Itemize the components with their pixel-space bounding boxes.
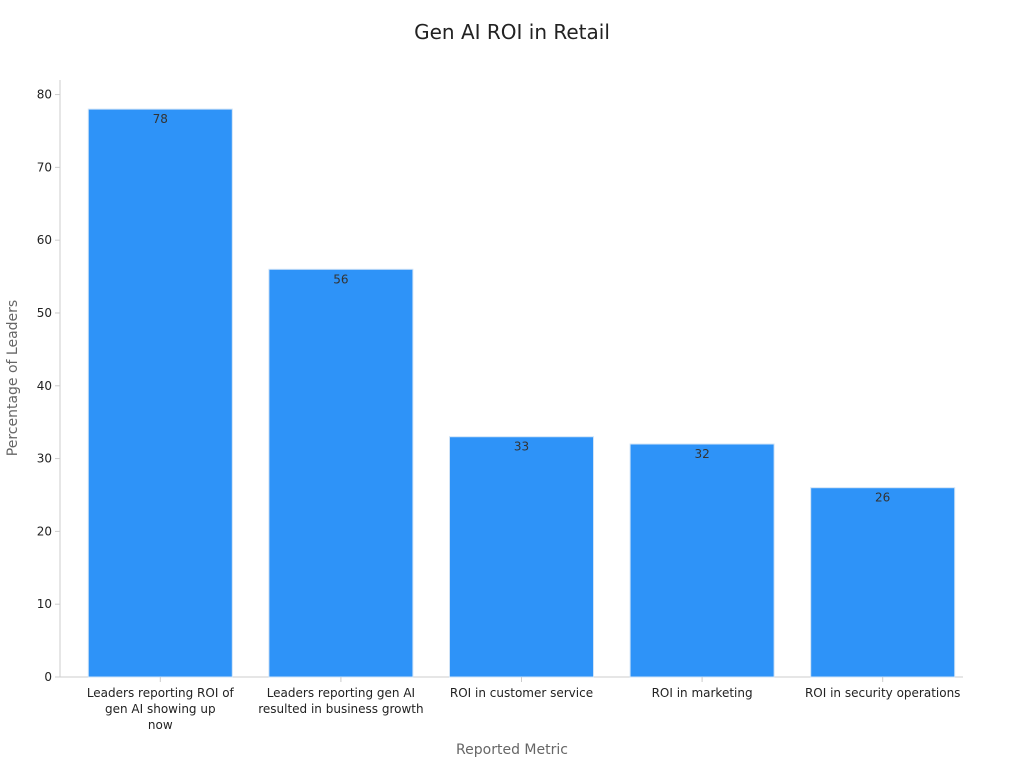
- x-tick-label-line: gen AI showing up: [105, 702, 216, 716]
- y-tick-label: 40: [37, 379, 52, 393]
- x-tick-label-line: ROI in customer service: [450, 686, 593, 700]
- x-axis-label: Reported Metric: [456, 742, 568, 758]
- y-tick-label: 0: [44, 670, 52, 684]
- x-tick-label: ROI in marketing: [652, 686, 753, 700]
- x-tick-label: Leaders reporting gen AI resulted in busi…: [258, 686, 423, 716]
- y-tick-label: 20: [37, 524, 52, 538]
- x-tick-label-line: Leaders reporting ROI of: [87, 686, 235, 700]
- x-tick-label: Leaders reporting ROI of gen AI showing u…: [87, 686, 235, 732]
- x-tick-label-line: Leaders reporting gen AI: [267, 686, 415, 700]
- bar-value-label: 56: [333, 272, 348, 286]
- x-tick-label: ROI in security operations: [805, 686, 960, 700]
- bar: [268, 268, 414, 678]
- x-tick-label-line: resulted in business growth: [258, 702, 423, 716]
- x-tick-label-line: now: [148, 718, 173, 732]
- x-tick-label-line: ROI in security operations: [805, 686, 960, 700]
- bar: [449, 436, 594, 678]
- y-tick-label: 50: [37, 306, 52, 320]
- y-tick-label: 30: [37, 452, 52, 466]
- x-tick-label-line: ROI in marketing: [652, 686, 753, 700]
- bar: [810, 487, 956, 678]
- bar: [629, 443, 775, 678]
- chart-title: Gen AI ROI in Retail: [414, 20, 610, 44]
- bar-value-label: 78: [153, 112, 168, 126]
- bar-value-label: 26: [875, 491, 890, 505]
- x-tick-label: ROI in customer service: [450, 686, 593, 700]
- y-tick-label: 60: [37, 233, 52, 247]
- bar-value-label: 33: [514, 440, 529, 454]
- y-tick-label: 80: [37, 88, 52, 102]
- bar-value-label: 32: [694, 447, 709, 461]
- y-tick-label: 70: [37, 160, 52, 174]
- bar: [87, 108, 233, 678]
- y-tick-label: 10: [37, 597, 52, 611]
